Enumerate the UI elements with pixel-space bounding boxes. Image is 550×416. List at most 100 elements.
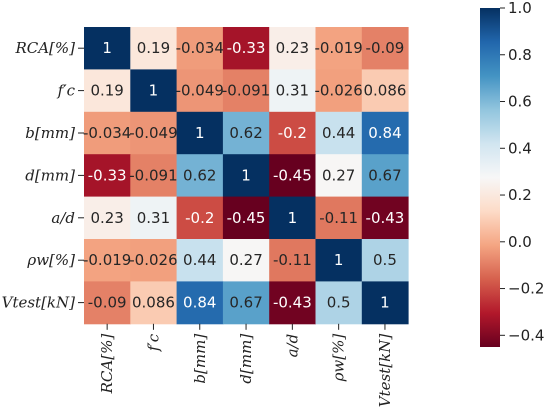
cell-value-label: 0.62 <box>183 166 216 184</box>
cell-value-label: -0.034 <box>83 124 131 142</box>
y-axis-label: f′c <box>57 82 76 100</box>
cell-value-label: 0.23 <box>90 209 123 227</box>
heatmap-cell <box>222 27 270 70</box>
cell-value-label: 1 <box>149 82 159 100</box>
y-axis-labels: RCA[%] f′c b[mm] d[mm] a/d ρw[%] Vtest[kN] <box>2 39 84 312</box>
cell-value-label: -0.019 <box>83 251 131 269</box>
cell-value-label: 0.31 <box>276 82 309 100</box>
heatmap-cell <box>269 239 316 282</box>
heatmap-cell <box>315 69 363 113</box>
cell-value-label: -0.2 <box>185 209 214 227</box>
heatmap-cell <box>84 281 131 325</box>
heatmap-cell <box>222 154 270 198</box>
cell-value-label: 1 <box>334 251 344 269</box>
colorbar-tick-label: 1.0 <box>508 0 532 17</box>
heatmap-cell <box>361 111 409 155</box>
heatmap-cell <box>84 196 131 240</box>
cell-value-label: -0.049 <box>129 124 177 142</box>
colorbar-tick-label: 0.8 <box>508 46 532 64</box>
heatmap-cell <box>315 111 363 155</box>
heatmap-cell <box>361 27 409 70</box>
heatmap-cell <box>176 196 224 240</box>
colorbar: 1.0 0.8 0.6 0.4 0.2 0.0 −0.2 −0.4 <box>480 0 544 347</box>
cell-value-label: -0.11 <box>273 251 312 269</box>
heatmap-cell <box>84 239 131 282</box>
heatmap-cell <box>315 27 363 70</box>
heatmap-cell <box>361 281 409 325</box>
colorbar-gradient <box>480 8 500 347</box>
heatmap-cell <box>176 239 224 282</box>
colorbar-tick-label: 0.4 <box>508 139 532 157</box>
cell-value-label: 1 <box>380 294 390 312</box>
x-axis-label: f′c <box>144 333 162 352</box>
heatmap-cells: 1 0.19 -0.034 -0.33 0.23 -0.019 -0.090.19 1 -0.0… <box>83 27 409 325</box>
y-axis-label: d[mm] <box>25 166 75 184</box>
heatmap-cell <box>176 281 224 325</box>
cell-value-label: 1 <box>102 39 112 57</box>
cell-value-label: 0.086 <box>363 82 406 100</box>
cell-value-label: -0.33 <box>88 166 127 184</box>
heatmap-cell <box>176 111 224 155</box>
cell-value-label: -0.45 <box>227 209 266 227</box>
heatmap-cell <box>315 154 363 198</box>
y-axis-label: b[mm] <box>25 124 75 142</box>
colorbar-ticks: 1.0 0.8 0.6 0.4 0.2 0.0 −0.2 −0.4 <box>500 0 544 344</box>
heatmap-cell <box>315 281 363 325</box>
cell-value-label: -0.034 <box>176 39 224 57</box>
x-axis-label: Vtest[kN] <box>376 334 394 408</box>
x-axis-label: a/d <box>283 334 301 358</box>
cell-value-label: -0.09 <box>366 39 405 57</box>
heatmap-cell <box>269 196 316 240</box>
heatmap-cell <box>84 27 131 70</box>
cell-value-label: -0.2 <box>278 124 307 142</box>
cell-value-label: 0.27 <box>229 251 262 269</box>
x-axis-label: d[mm] <box>237 334 255 384</box>
cell-value-label: 0.44 <box>183 251 216 269</box>
cell-value-label: 0.086 <box>132 294 175 312</box>
heatmap-cell <box>130 196 178 240</box>
cell-value-label: -0.43 <box>366 209 405 227</box>
cell-value-label: -0.026 <box>314 82 362 100</box>
cell-value-label: 0.67 <box>229 294 262 312</box>
cell-value-label: 0.31 <box>137 209 170 227</box>
cell-value-label: 0.27 <box>322 166 355 184</box>
cell-value-label: 0.62 <box>229 124 262 142</box>
cell-value-label: -0.091 <box>222 82 270 100</box>
heatmap-cell <box>269 111 316 155</box>
cell-value-label: 1 <box>241 166 251 184</box>
cell-value-label: -0.11 <box>319 209 358 227</box>
x-axis-label: ρw[%] <box>330 334 348 383</box>
cell-value-label: 0.67 <box>368 166 401 184</box>
cell-value-label: 0.84 <box>183 294 216 312</box>
heatmap-cell <box>361 154 409 198</box>
heatmap-cell <box>130 27 178 70</box>
heatmap-cell <box>222 69 270 113</box>
heatmap-cell <box>269 281 316 325</box>
colorbar-tick-label: 0.0 <box>508 233 532 251</box>
x-axis-label: b[mm] <box>191 334 209 384</box>
cell-value-label: 1 <box>288 209 298 227</box>
y-axis-label: a/d <box>51 209 75 227</box>
x-axis-label: RCA[%] <box>98 334 116 395</box>
y-axis-label: Vtest[kN] <box>2 294 76 312</box>
colorbar-tick-label: −0.2 <box>508 280 544 298</box>
cell-value-label: 0.19 <box>137 39 170 57</box>
cell-value-label: 1 <box>195 124 205 142</box>
heatmap-cell <box>269 154 316 198</box>
heatmap-cell <box>222 239 270 282</box>
heatmap-cell <box>361 196 409 240</box>
heatmap-cell <box>84 111 131 155</box>
heatmap-cell <box>176 27 224 70</box>
heatmap-cell <box>130 69 178 113</box>
cell-value-label: -0.09 <box>88 294 127 312</box>
cell-value-label: 0.19 <box>90 82 123 100</box>
heatmap-cell <box>130 281 178 325</box>
heatmap-cell <box>222 111 270 155</box>
cell-value-label: 0.5 <box>373 251 397 269</box>
heatmap-cell <box>84 154 131 198</box>
heatmap-cell <box>222 281 270 325</box>
cell-value-label: -0.33 <box>227 39 266 57</box>
cell-value-label: -0.091 <box>129 166 177 184</box>
cell-value-label: -0.45 <box>273 166 312 184</box>
